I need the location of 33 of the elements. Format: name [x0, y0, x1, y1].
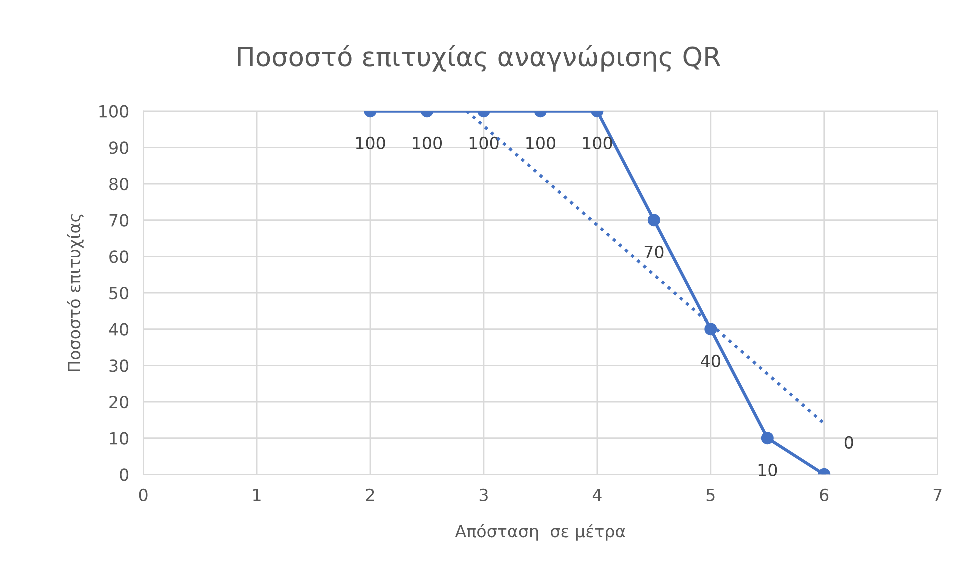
x-tick-label: 1: [254, 489, 261, 502]
data-label: 100: [526, 136, 556, 150]
y-tick-label: 0: [120, 468, 129, 482]
x-tick-label: 7: [934, 489, 942, 502]
y-tick-label: 20: [110, 396, 129, 409]
data-label: 10: [758, 464, 778, 476]
y-tick-label: 30: [110, 360, 129, 372]
data-label: 0: [844, 436, 854, 449]
data-label: 40: [701, 354, 720, 368]
data-label: 70: [644, 246, 664, 259]
point: [704, 323, 718, 336]
y-tick-label: 60: [110, 250, 129, 264]
x-tick-label: 5: [706, 489, 715, 502]
y-tick-label: 70: [110, 214, 129, 227]
x-tick-label: 2: [366, 488, 374, 502]
y-tick-label: 40: [109, 323, 129, 336]
x-tick-label: 0: [139, 488, 148, 502]
y-tick-label: 100: [100, 105, 129, 118]
y-axis-title: Ποσοστό επιτυχίας: [67, 214, 84, 372]
chart-title: Ποσοστό επιτυχίας αναγνώρισης QR: [238, 45, 721, 72]
x-tick-label: 3: [480, 488, 488, 502]
data-label: 100: [470, 136, 499, 150]
y-tick-label: 50: [110, 286, 129, 300]
x-axis-title: Απόσταση σε μέτρα: [455, 524, 626, 541]
y-tick-label: 10: [110, 432, 129, 445]
y-tick-label: 90: [110, 142, 129, 154]
data-label: 100: [356, 136, 386, 150]
data-label: 100: [583, 136, 612, 150]
x-tick-label: 4: [592, 489, 602, 502]
x-tick-label: 6: [820, 488, 829, 502]
data-label: 100: [413, 136, 442, 150]
point: [648, 214, 660, 227]
y-tick-label: 80: [110, 178, 129, 191]
